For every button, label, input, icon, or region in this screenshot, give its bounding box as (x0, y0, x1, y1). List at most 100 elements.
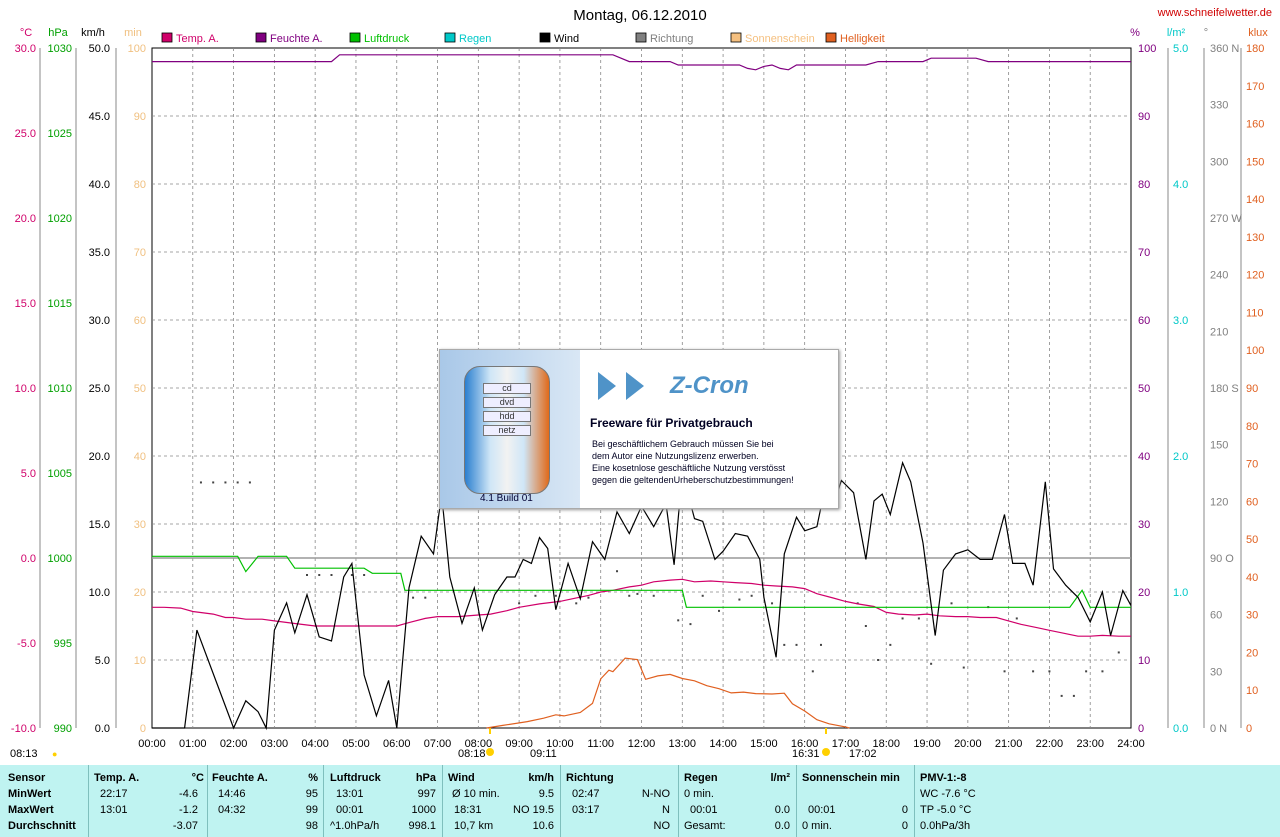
legend-label: Wind (554, 33, 579, 45)
direction-dot (628, 594, 631, 597)
time-tick-label: 12:00 (628, 738, 656, 750)
stats-wind: Wind km/h Ø 10 min. 9.5 18:31 NO 19.5 10… (448, 765, 554, 837)
direction-dot (950, 602, 953, 605)
direction-dot (1117, 651, 1120, 654)
legend-swatch (349, 32, 361, 43)
stats-panel: Sensor MinWert MaxWert Durchschnitt Temp… (0, 765, 1280, 837)
legend-swatch (444, 32, 456, 43)
legend-label: Regen (459, 33, 491, 45)
popup-line: Eine kosetnlose geschäftliche Nutzung ve… (592, 463, 786, 473)
time-tick-label: 02:00 (220, 738, 248, 750)
direction-dot (738, 598, 741, 601)
axis-tick-label: 180 S (1210, 383, 1239, 395)
direction-dot (1072, 694, 1075, 697)
series-line-temp (152, 578, 1131, 637)
stats-humidity: Feuchte A. % 14:46 95 04:32 99 98 (212, 765, 318, 837)
popup-line: gegen die geltendenUrheberschutzbestimmu… (592, 475, 794, 485)
axis-tick-label: 30 (1246, 610, 1258, 622)
stats-time: 00:01 (808, 804, 836, 816)
direction-dot (248, 481, 251, 484)
drive-icon: cd dvd hdd netz (464, 366, 550, 494)
stats-pressure: Luftdruck hPa 13:01 997 00:01 1000 ^1.0h… (330, 765, 436, 837)
stats-temp: Temp. A. °C 22:17 -4.6 13:01 -1.2 -3.07 (94, 765, 204, 837)
stats-time: 18:31 (454, 804, 482, 816)
time-tick-label: 22:00 (1036, 738, 1064, 750)
arrow-icon (598, 372, 616, 400)
direction-dot (1085, 670, 1088, 673)
axis-tick-label: 160 (1246, 119, 1264, 131)
sunset-label: 16:31 (792, 748, 820, 760)
series-line-humidity (152, 54, 1131, 71)
axis-tick-label: 80 (1138, 179, 1150, 191)
axis-unit: ° (1204, 27, 1208, 39)
direction-dot (318, 574, 321, 576)
stats-time: 14:46 (218, 788, 246, 800)
stats-value: -1.2 (179, 804, 198, 816)
axis-tick-label: 1.0 (1173, 587, 1188, 599)
divider (796, 765, 797, 837)
zcron-popup[interactable]: cd dvd hdd netz 4.1 Build 01 Z-Cron Free… (439, 349, 839, 509)
axis-tick-label: 10 (1246, 685, 1258, 697)
axis-tick-label: 20 (134, 587, 146, 599)
axis-tick-label: 20.0 (89, 451, 110, 463)
axis-tick-label: 1005 (48, 468, 72, 480)
axis-tick-label: 60 (1210, 610, 1222, 622)
axis-tick-label: 15.0 (89, 519, 110, 531)
stats-value: 998.1 (408, 820, 436, 832)
direction-dot (1032, 670, 1035, 673)
stats-dewpoint: TP -5.0 °C (920, 804, 972, 816)
axis-tick-label: 40 (1246, 572, 1258, 584)
axis-tick-label: 130 (1246, 232, 1264, 244)
axis-tick-label: 0.0 (21, 553, 36, 565)
direction-dot (1060, 694, 1063, 697)
sun-icon: ● (52, 749, 57, 759)
series-line-lux (486, 657, 850, 729)
direction-dot (930, 662, 933, 665)
time-tick-label: 09:00 (505, 738, 533, 750)
stats-pmv: PMV-1:-8 WC -7.6 °C TP -5.0 °C 0.0hPa/3h (920, 765, 1040, 837)
axis-tick-label: 90 O (1210, 553, 1234, 565)
stats-time: 00:01 (336, 804, 364, 816)
stats-header: Temp. A. (94, 772, 140, 784)
stats-header: Feuchte A. (212, 772, 268, 784)
stats-value: 99 (305, 804, 318, 816)
axis-tick-label: 0.0 (1173, 723, 1188, 735)
axis-tick-label: 90 (1138, 111, 1150, 123)
axis-tick-label: 1020 (48, 213, 72, 225)
axis-unit: % (1130, 27, 1140, 39)
time-tick-label: 08:00 (465, 738, 493, 750)
axis-tick-label: 10.0 (15, 383, 36, 395)
axis-tick-label: 150 (1210, 440, 1228, 452)
axis-tick-label: 100 (1138, 43, 1156, 55)
sunset-end-label: 17:02 (849, 748, 877, 760)
direction-dot (901, 617, 904, 620)
axis-unit: hPa (48, 27, 68, 39)
axis-tick-label: 80 (1246, 421, 1258, 433)
direction-dot (701, 594, 704, 597)
direction-dot (554, 594, 557, 597)
axis-tick-label: 5.0 (21, 468, 36, 480)
stats-sunshine: Sonnenschein min 00:01 0 0 min. 0 (802, 765, 908, 837)
stats-value: 997 (417, 788, 436, 800)
time-tick-label: 01:00 (179, 738, 207, 750)
stats-value: -3.07 (172, 820, 198, 832)
axis-tick-label: 4.0 (1173, 179, 1188, 191)
time-tick-label: 17:00 (832, 738, 860, 750)
direction-dot (587, 596, 590, 599)
series-line-wind (152, 460, 1132, 731)
axis-tick-label: 300 (1210, 156, 1228, 168)
axis-tick-label: 10 (134, 655, 146, 667)
axis-tick-label: 80 (134, 179, 146, 191)
axis-tick-label: 1000 (48, 553, 72, 565)
direction-dot (212, 481, 215, 484)
axis-tick-label: 40 (1138, 451, 1150, 463)
stats-value: N-NO (641, 788, 670, 800)
stats-unit: °C (191, 772, 204, 784)
legend-swatch (635, 32, 647, 43)
legend-swatch (730, 32, 742, 43)
direction-dot (575, 602, 578, 605)
axis-tick-label: 25.0 (15, 128, 36, 140)
axis-tick-label: 45.0 (89, 111, 110, 123)
divider (678, 765, 679, 837)
time-tick-label: 13:00 (669, 738, 697, 750)
